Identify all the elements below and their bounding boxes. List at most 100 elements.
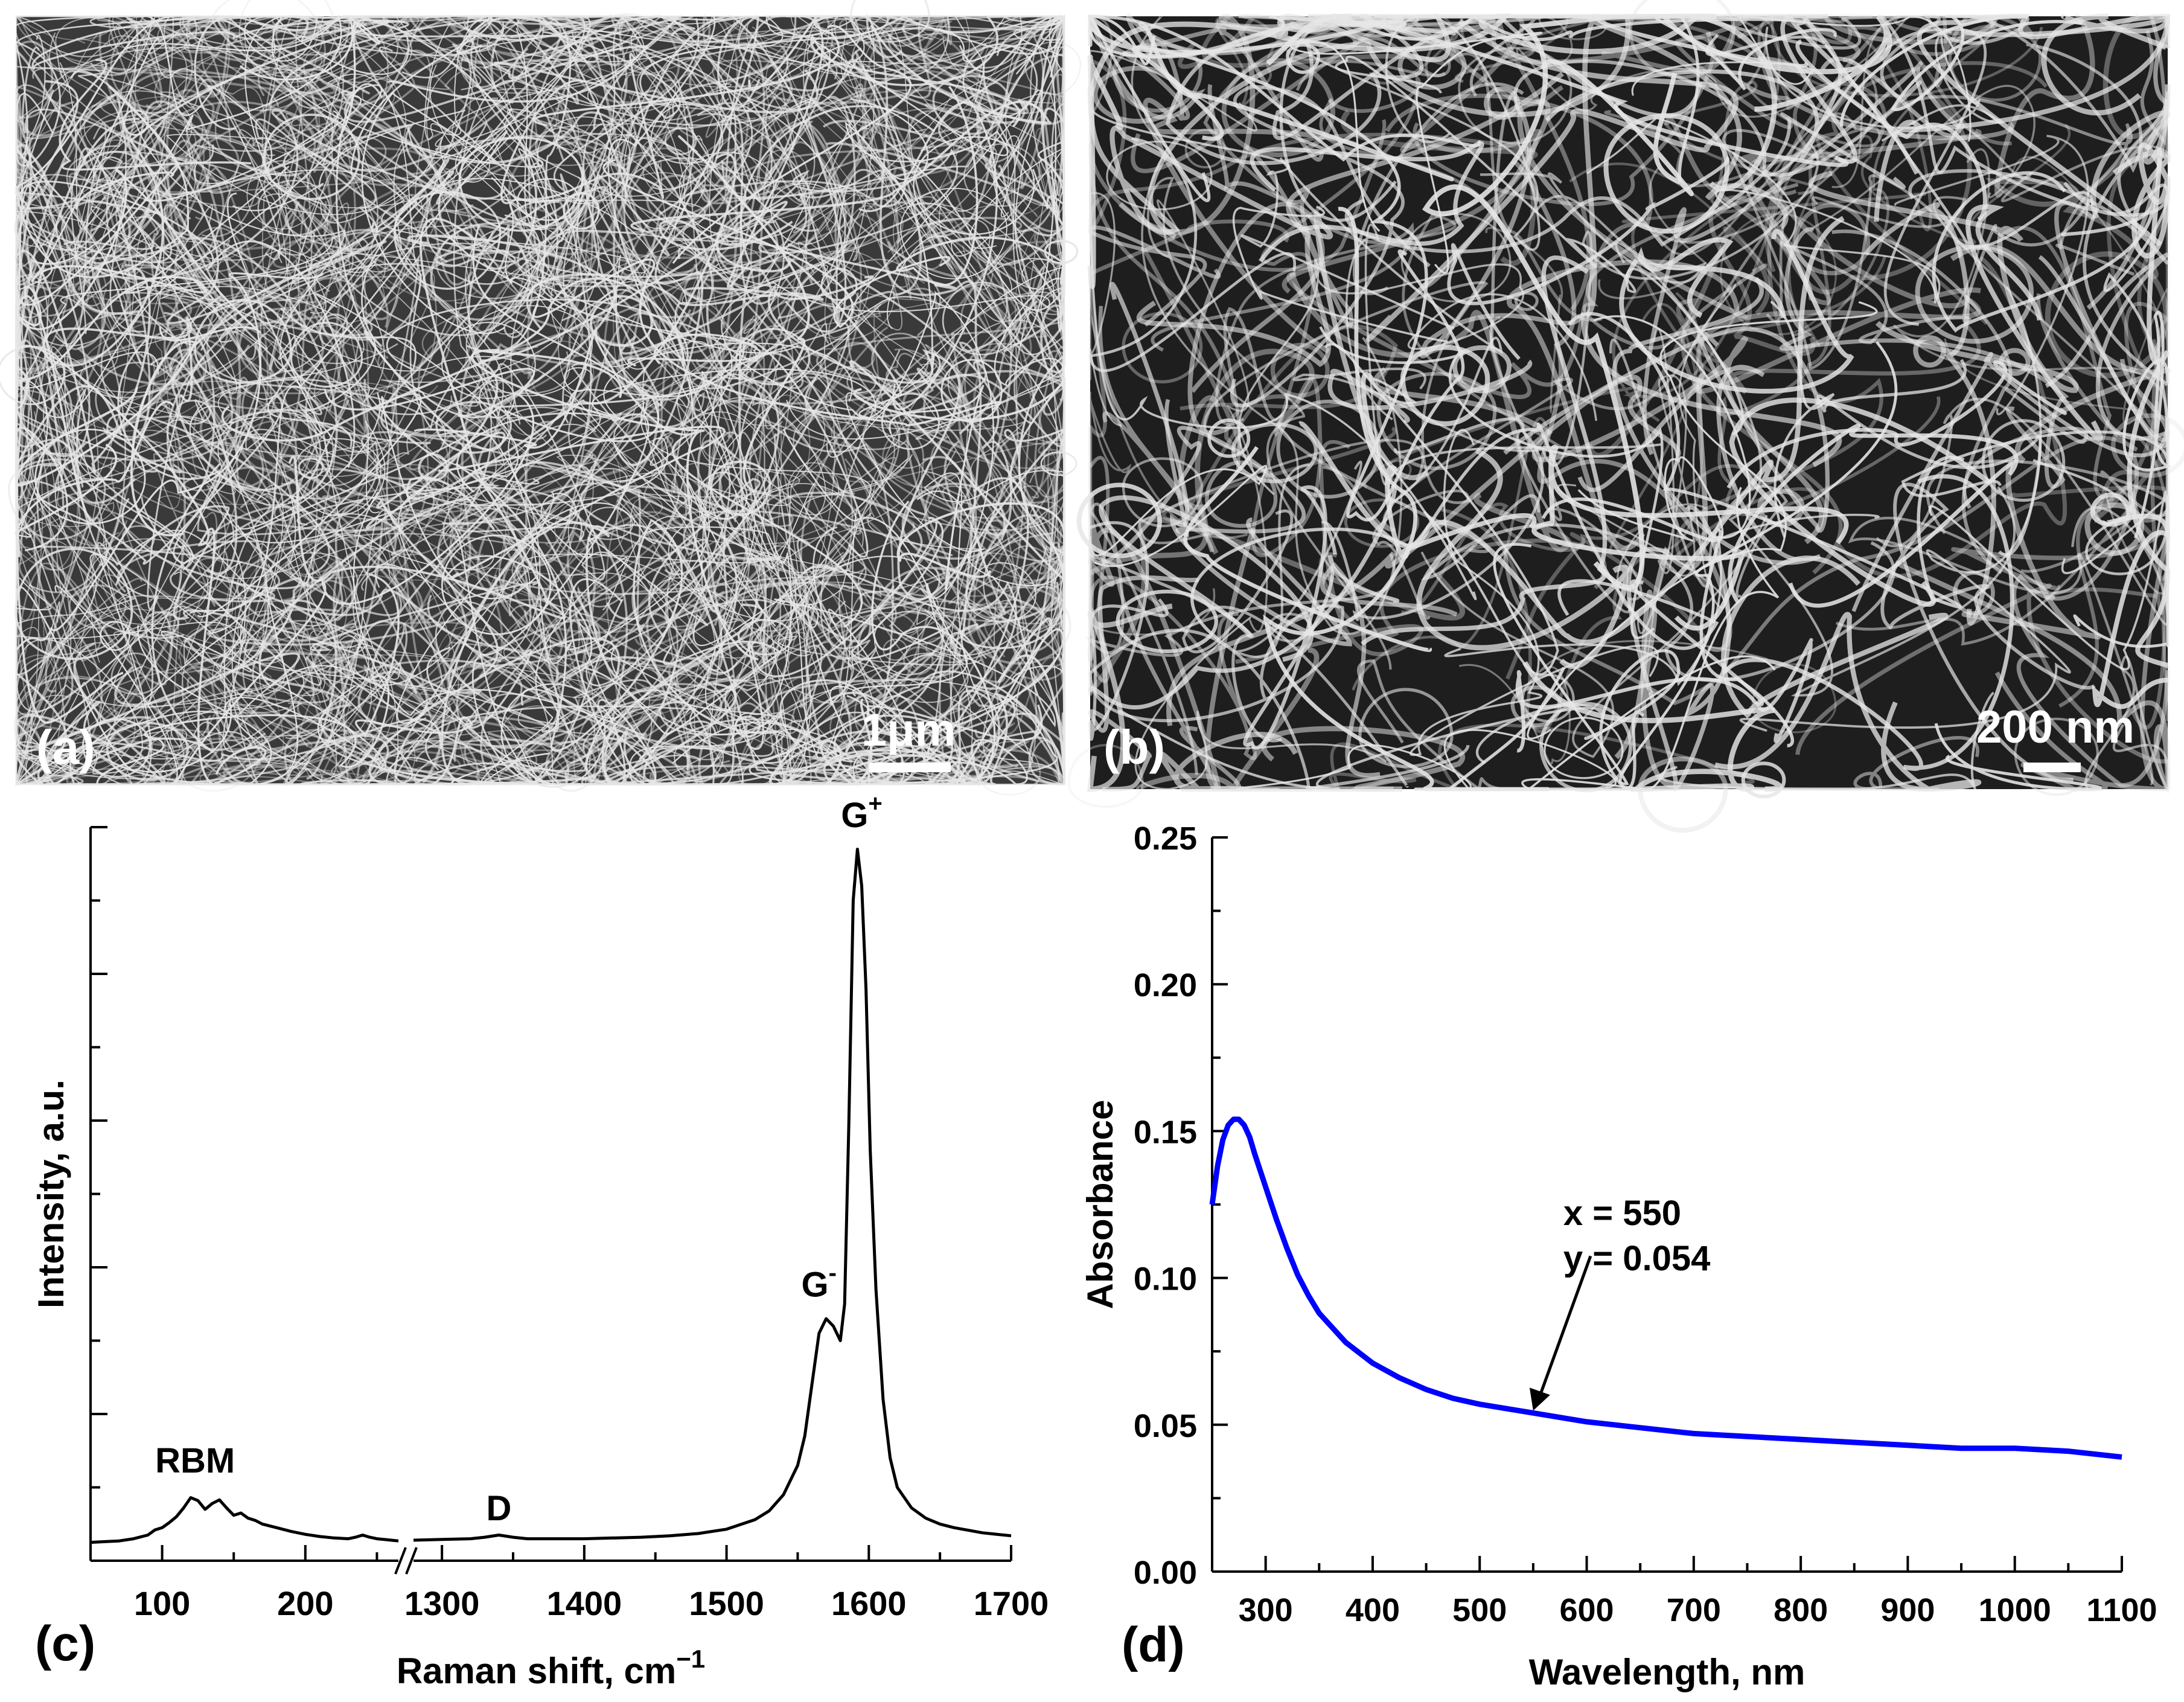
fiber xyxy=(1413,35,1793,206)
fiber xyxy=(394,107,541,430)
fiber xyxy=(1693,129,1982,394)
fiber xyxy=(2041,13,2171,116)
fiber xyxy=(2111,413,2184,478)
fiber xyxy=(483,15,682,130)
fiber xyxy=(1088,398,1306,565)
fiber xyxy=(122,109,149,136)
fiber xyxy=(1358,688,1454,769)
fiber xyxy=(1044,240,1079,264)
fiber xyxy=(1420,514,1768,758)
fiber xyxy=(1400,213,1512,302)
fiber xyxy=(86,538,209,625)
fiber xyxy=(2139,437,2170,721)
fiber xyxy=(1614,372,1708,760)
fiber xyxy=(464,735,504,771)
fiber xyxy=(176,325,611,785)
fiber xyxy=(1422,13,1717,590)
fiber xyxy=(63,217,431,444)
fiber xyxy=(106,721,189,781)
fiber xyxy=(14,206,58,247)
fiber xyxy=(729,290,994,665)
fiber xyxy=(801,168,1065,433)
fiber xyxy=(1722,474,2014,771)
fiber xyxy=(910,45,1065,212)
fiber xyxy=(77,563,325,785)
fiber xyxy=(1223,307,1490,554)
fiber xyxy=(113,394,573,664)
fiber xyxy=(478,379,516,418)
fiber xyxy=(126,15,273,110)
fiber xyxy=(779,679,869,755)
panel-label-b: (b) xyxy=(1103,720,1165,774)
fiber xyxy=(1088,137,1297,373)
fiber xyxy=(518,495,686,785)
annotation-y-value: y = 0.054 xyxy=(1563,1239,1711,1278)
fiber xyxy=(689,121,893,405)
fiber xyxy=(554,732,886,785)
scale-bar-b xyxy=(2023,763,2081,772)
fiber xyxy=(2112,142,2171,258)
scale-bar-label-b: 200 nm xyxy=(1976,702,2135,753)
fiber xyxy=(16,417,541,661)
fiber xyxy=(1653,57,1878,256)
fiber xyxy=(59,59,252,171)
fiber xyxy=(1376,371,1497,471)
fiber xyxy=(1780,198,2092,345)
y-tick-label-d: 0.15 xyxy=(1134,1114,1197,1150)
fiber xyxy=(252,510,953,785)
fiber xyxy=(201,15,324,302)
fiber xyxy=(1631,15,1972,142)
fiber xyxy=(1808,170,2079,393)
fiber xyxy=(16,670,378,760)
fiber xyxy=(1894,135,2089,415)
fiber xyxy=(704,304,882,657)
fiber xyxy=(541,648,808,785)
fiber xyxy=(829,625,1065,758)
fiber xyxy=(231,510,403,785)
fiber xyxy=(110,453,272,690)
fiber xyxy=(15,581,370,785)
fiber xyxy=(55,156,201,345)
fiber xyxy=(1638,237,1786,319)
fiber xyxy=(1195,348,1315,555)
fiber xyxy=(621,27,913,299)
fiber xyxy=(557,62,671,167)
fiber xyxy=(530,341,595,405)
fiber xyxy=(678,135,810,494)
fiber xyxy=(863,69,983,175)
fiber xyxy=(176,542,538,785)
fiber xyxy=(438,425,726,579)
fiber xyxy=(1187,202,1325,435)
fiber xyxy=(269,75,508,440)
fiber xyxy=(1400,344,1490,427)
fiber xyxy=(284,269,487,579)
fiber xyxy=(15,34,46,312)
fiber xyxy=(1503,326,1830,533)
fiber xyxy=(193,15,684,224)
fiber xyxy=(15,270,128,547)
fiber xyxy=(554,18,700,465)
fiber xyxy=(251,16,706,207)
fiber xyxy=(15,261,233,470)
fiber xyxy=(465,305,593,397)
fiber xyxy=(508,141,625,255)
fiber xyxy=(1675,61,2048,586)
fiber xyxy=(0,345,65,406)
fiber xyxy=(161,91,211,200)
fiber xyxy=(16,15,153,74)
fiber xyxy=(15,114,167,511)
fiber xyxy=(15,40,53,316)
fiber xyxy=(883,638,908,661)
raman-chart: 100 200 1300 1400 1500 1600 1700 RBM D G- G+ Raman … xyxy=(31,790,1049,1691)
fiber xyxy=(601,13,765,321)
fiber xyxy=(606,352,926,620)
fiber xyxy=(74,171,136,285)
panel-a: (a) 1μm xyxy=(0,0,1081,796)
fiber xyxy=(100,164,421,507)
fiber xyxy=(14,276,267,785)
fiber xyxy=(1505,532,1709,680)
fiber xyxy=(1181,510,1409,788)
fiber xyxy=(672,25,912,264)
fiber xyxy=(1514,291,1539,312)
fiber xyxy=(479,238,693,429)
